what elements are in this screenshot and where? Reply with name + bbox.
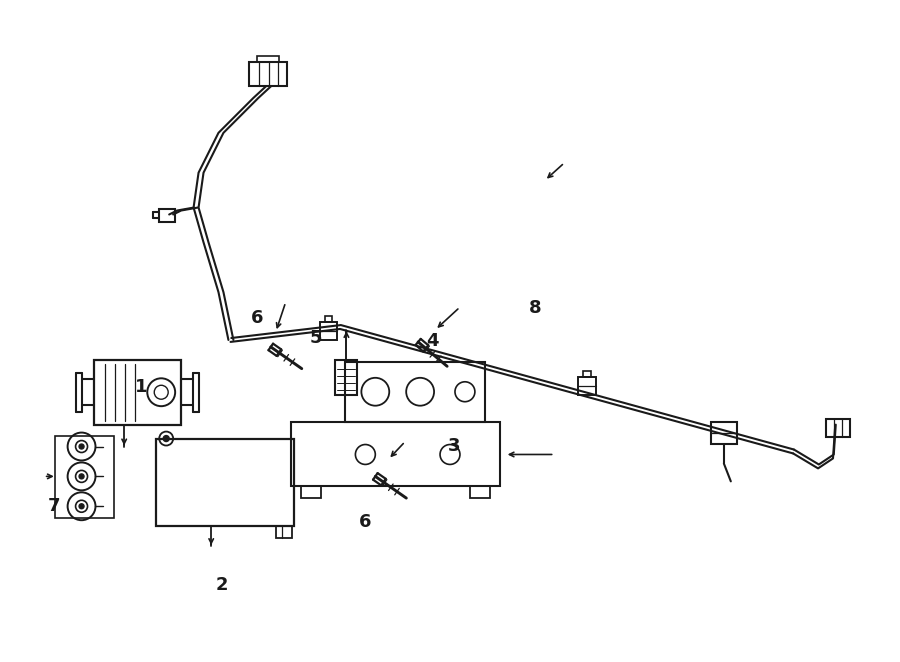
- Bar: [470, 487, 490, 498]
- Bar: [301, 487, 320, 498]
- Bar: [256, 56, 279, 62]
- Bar: [94, 360, 181, 424]
- Text: 2: 2: [215, 576, 228, 594]
- Circle shape: [79, 504, 84, 509]
- Bar: [291, 422, 500, 487]
- Circle shape: [79, 474, 84, 479]
- Text: 3: 3: [448, 438, 461, 455]
- Text: 7: 7: [48, 496, 60, 514]
- Bar: [320, 322, 338, 340]
- Bar: [55, 436, 114, 518]
- Bar: [579, 377, 597, 395]
- Bar: [711, 422, 737, 444]
- Text: 4: 4: [426, 332, 438, 350]
- Bar: [157, 438, 293, 526]
- Text: 8: 8: [529, 299, 542, 317]
- Text: 6: 6: [358, 513, 371, 531]
- Circle shape: [79, 444, 84, 449]
- Bar: [346, 362, 485, 422]
- Text: 6: 6: [251, 308, 264, 327]
- Bar: [336, 360, 357, 395]
- Bar: [583, 371, 591, 377]
- Bar: [248, 62, 287, 86]
- Bar: [826, 418, 850, 436]
- Text: 1: 1: [135, 378, 147, 396]
- Text: 5: 5: [310, 328, 322, 347]
- Bar: [159, 209, 176, 222]
- Bar: [275, 526, 292, 538]
- Circle shape: [163, 436, 169, 442]
- Bar: [325, 316, 332, 322]
